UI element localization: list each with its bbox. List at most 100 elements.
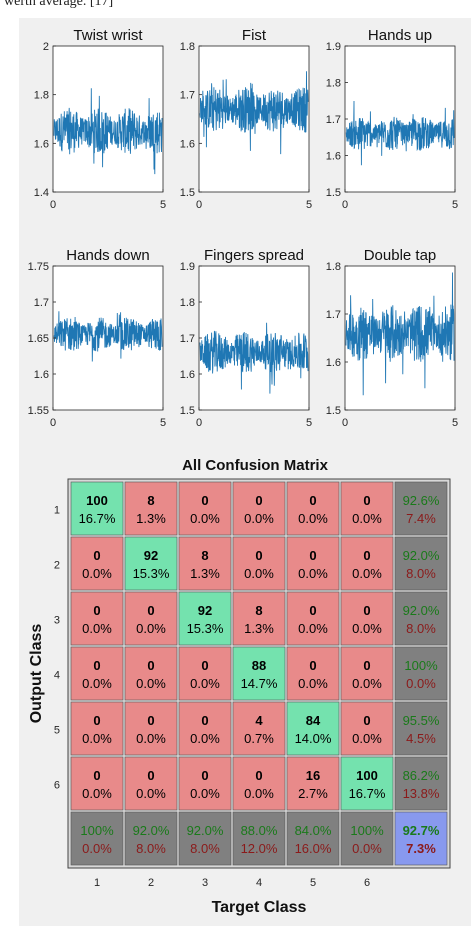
y-tick-label: 1.8 (180, 41, 195, 53)
y-tick-label: 1.8 (180, 297, 195, 309)
plot-title-2: Fist (242, 27, 267, 44)
cm-row-summary-4 (394, 646, 448, 701)
cm-cell-1-4 (232, 481, 286, 536)
cm-col-summary-4-percent: 12.0% (241, 841, 278, 856)
x-tick-label: 0 (342, 417, 348, 429)
cm-cell-4-3 (178, 646, 232, 701)
cm-cell-3-2-percent: 0.0% (136, 621, 166, 636)
cm-cell-5-2 (124, 701, 178, 756)
cm-cell-1-2-percent: 1.3% (136, 511, 166, 526)
cm-cell-4-1-percent: 0.0% (82, 676, 112, 691)
cm-cell-5-1-percent: 0.0% (82, 731, 112, 746)
cm-cell-5-2-percent: 0.0% (136, 731, 166, 746)
cm-cell-1-2 (124, 481, 178, 536)
cm-col-summary-1-value: 100% (80, 823, 114, 838)
cm-col-summary-6-percent: 0.0% (352, 841, 382, 856)
cm-col-summary-6 (340, 811, 394, 866)
cm-cell-6-3 (178, 756, 232, 811)
cm-row-summary-6-value: 86.2% (403, 768, 440, 783)
cm-row-summary-4-percent: 0.0% (406, 676, 436, 691)
cm-cell-1-1 (70, 481, 124, 536)
cm-cell-1-5-percent: 0.0% (298, 511, 328, 526)
cm-cell-6-3-percent: 0.0% (190, 786, 220, 801)
cm-cell-6-6-percent: 16.7% (349, 786, 386, 801)
signal-line-3 (345, 100, 455, 166)
cm-row-summary-3-percent: 8.0% (406, 621, 436, 636)
cm-cell-1-3-value: 0 (201, 493, 208, 508)
y-tick-label: 1.65 (28, 333, 49, 345)
signal-line-4 (53, 311, 163, 362)
cm-row-summary-4-value: 100% (404, 658, 438, 673)
y-tick-label: 1.5 (180, 405, 195, 417)
cm-cell-1-6 (340, 481, 394, 536)
cm-row-summary-1-value: 92.6% (403, 493, 440, 508)
cm-cell-5-3 (178, 701, 232, 756)
cm-cell-3-3 (178, 591, 232, 646)
cm-cell-5-6-value: 0 (363, 713, 370, 728)
cm-cell-5-6 (340, 701, 394, 756)
cm-cell-5-1-value: 0 (93, 713, 100, 728)
cm-cell-6-2-value: 0 (147, 768, 154, 783)
cm-row-summary-3-value: 92.0% (403, 603, 440, 618)
signal-line-6 (345, 272, 455, 396)
cm-cell-4-6-value: 0 (363, 658, 370, 673)
signal-line-2 (199, 71, 309, 155)
cm-row-summary-1-percent: 7.4% (406, 511, 436, 526)
cm-cell-4-4 (232, 646, 286, 701)
cm-col-summary-3-percent: 8.0% (190, 841, 220, 856)
x-tick-label: 0 (196, 417, 202, 429)
cm-cell-2-5-percent: 0.0% (298, 566, 328, 581)
cm-cell-3-3-value: 92 (198, 603, 212, 618)
x-tick-label: 0 (50, 417, 56, 429)
y-tick-label: 1.6 (34, 369, 49, 381)
cm-cell-6-4-value: 0 (255, 768, 262, 783)
y-tick-label: 1.7 (326, 114, 341, 126)
cm-cell-5-5-value: 84 (306, 713, 321, 728)
cm-cell-5-1 (70, 701, 124, 756)
cm-col-summary-1-percent: 0.0% (82, 841, 112, 856)
cm-cell-3-1 (70, 591, 124, 646)
cm-row-summary-3 (394, 591, 448, 646)
plot-area-3 (344, 45, 456, 193)
cm-cell-2-1 (70, 536, 124, 591)
cm-cell-5-4-percent: 0.7% (244, 731, 274, 746)
cm-cell-1-1-percent: 16.7% (79, 511, 116, 526)
cm-cell-2-3-percent: 1.3% (190, 566, 220, 581)
x-tick-label: 5 (160, 199, 166, 211)
cm-row-label-6: 6 (54, 780, 60, 792)
y-tick-label: 1.6 (180, 138, 195, 150)
cm-cell-4-1-value: 0 (93, 658, 100, 673)
cm-col-summary-5-percent: 16.0% (295, 841, 332, 856)
y-tick-label: 1.6 (326, 357, 341, 369)
cm-cell-2-6 (340, 536, 394, 591)
x-tick-label: 5 (160, 417, 166, 429)
plot-title-4: Hands down (66, 247, 149, 264)
figure-panel: Twist wrist 1.4 1.6 1.8 2 0 5 Fist 1.5 1.6 1.7 1.8 0… (19, 18, 471, 926)
cm-cell-3-4 (232, 591, 286, 646)
cm-cell-5-3-value: 0 (201, 713, 208, 728)
cm-cell-6-2-percent: 0.0% (136, 786, 166, 801)
figure-caption: werth average. [17] (4, 0, 114, 9)
figure-svg: Twist wrist 1.4 1.6 1.8 2 0 5 Fist 1.5 1.6 1.7 1.8 0… (28, 27, 458, 916)
cm-col-label-6: 6 (364, 877, 370, 889)
cm-cell-6-5-percent: 2.7% (298, 786, 328, 801)
cm-cell-4-6 (340, 646, 394, 701)
cm-col-summary-5-value: 84.0% (295, 823, 332, 838)
cm-cell-4-4-value: 88 (252, 658, 266, 673)
cm-total-value: 92.7% (403, 823, 440, 838)
cm-col-summary-6-value: 100% (350, 823, 384, 838)
cm-cell-4-5-value: 0 (309, 658, 316, 673)
x-tick-label: 0 (50, 199, 56, 211)
cm-col-label-5: 5 (310, 877, 316, 889)
cm-col-summary-4 (232, 811, 286, 866)
cm-cell-2-6-value: 0 (363, 548, 370, 563)
cm-row-label-4: 4 (54, 670, 60, 682)
cm-cell-4-3-percent: 0.0% (190, 676, 220, 691)
cm-cell-3-5-value: 0 (309, 603, 316, 618)
plot-title-6: Double tap (364, 247, 437, 264)
cm-cell-2-2-value: 92 (144, 548, 158, 563)
cm-row-summary-6 (394, 756, 448, 811)
cm-cell-6-1-percent: 0.0% (82, 786, 112, 801)
cm-cell-1-6-value: 0 (363, 493, 370, 508)
confusion-matrix-title: All Confusion Matrix (182, 457, 328, 474)
